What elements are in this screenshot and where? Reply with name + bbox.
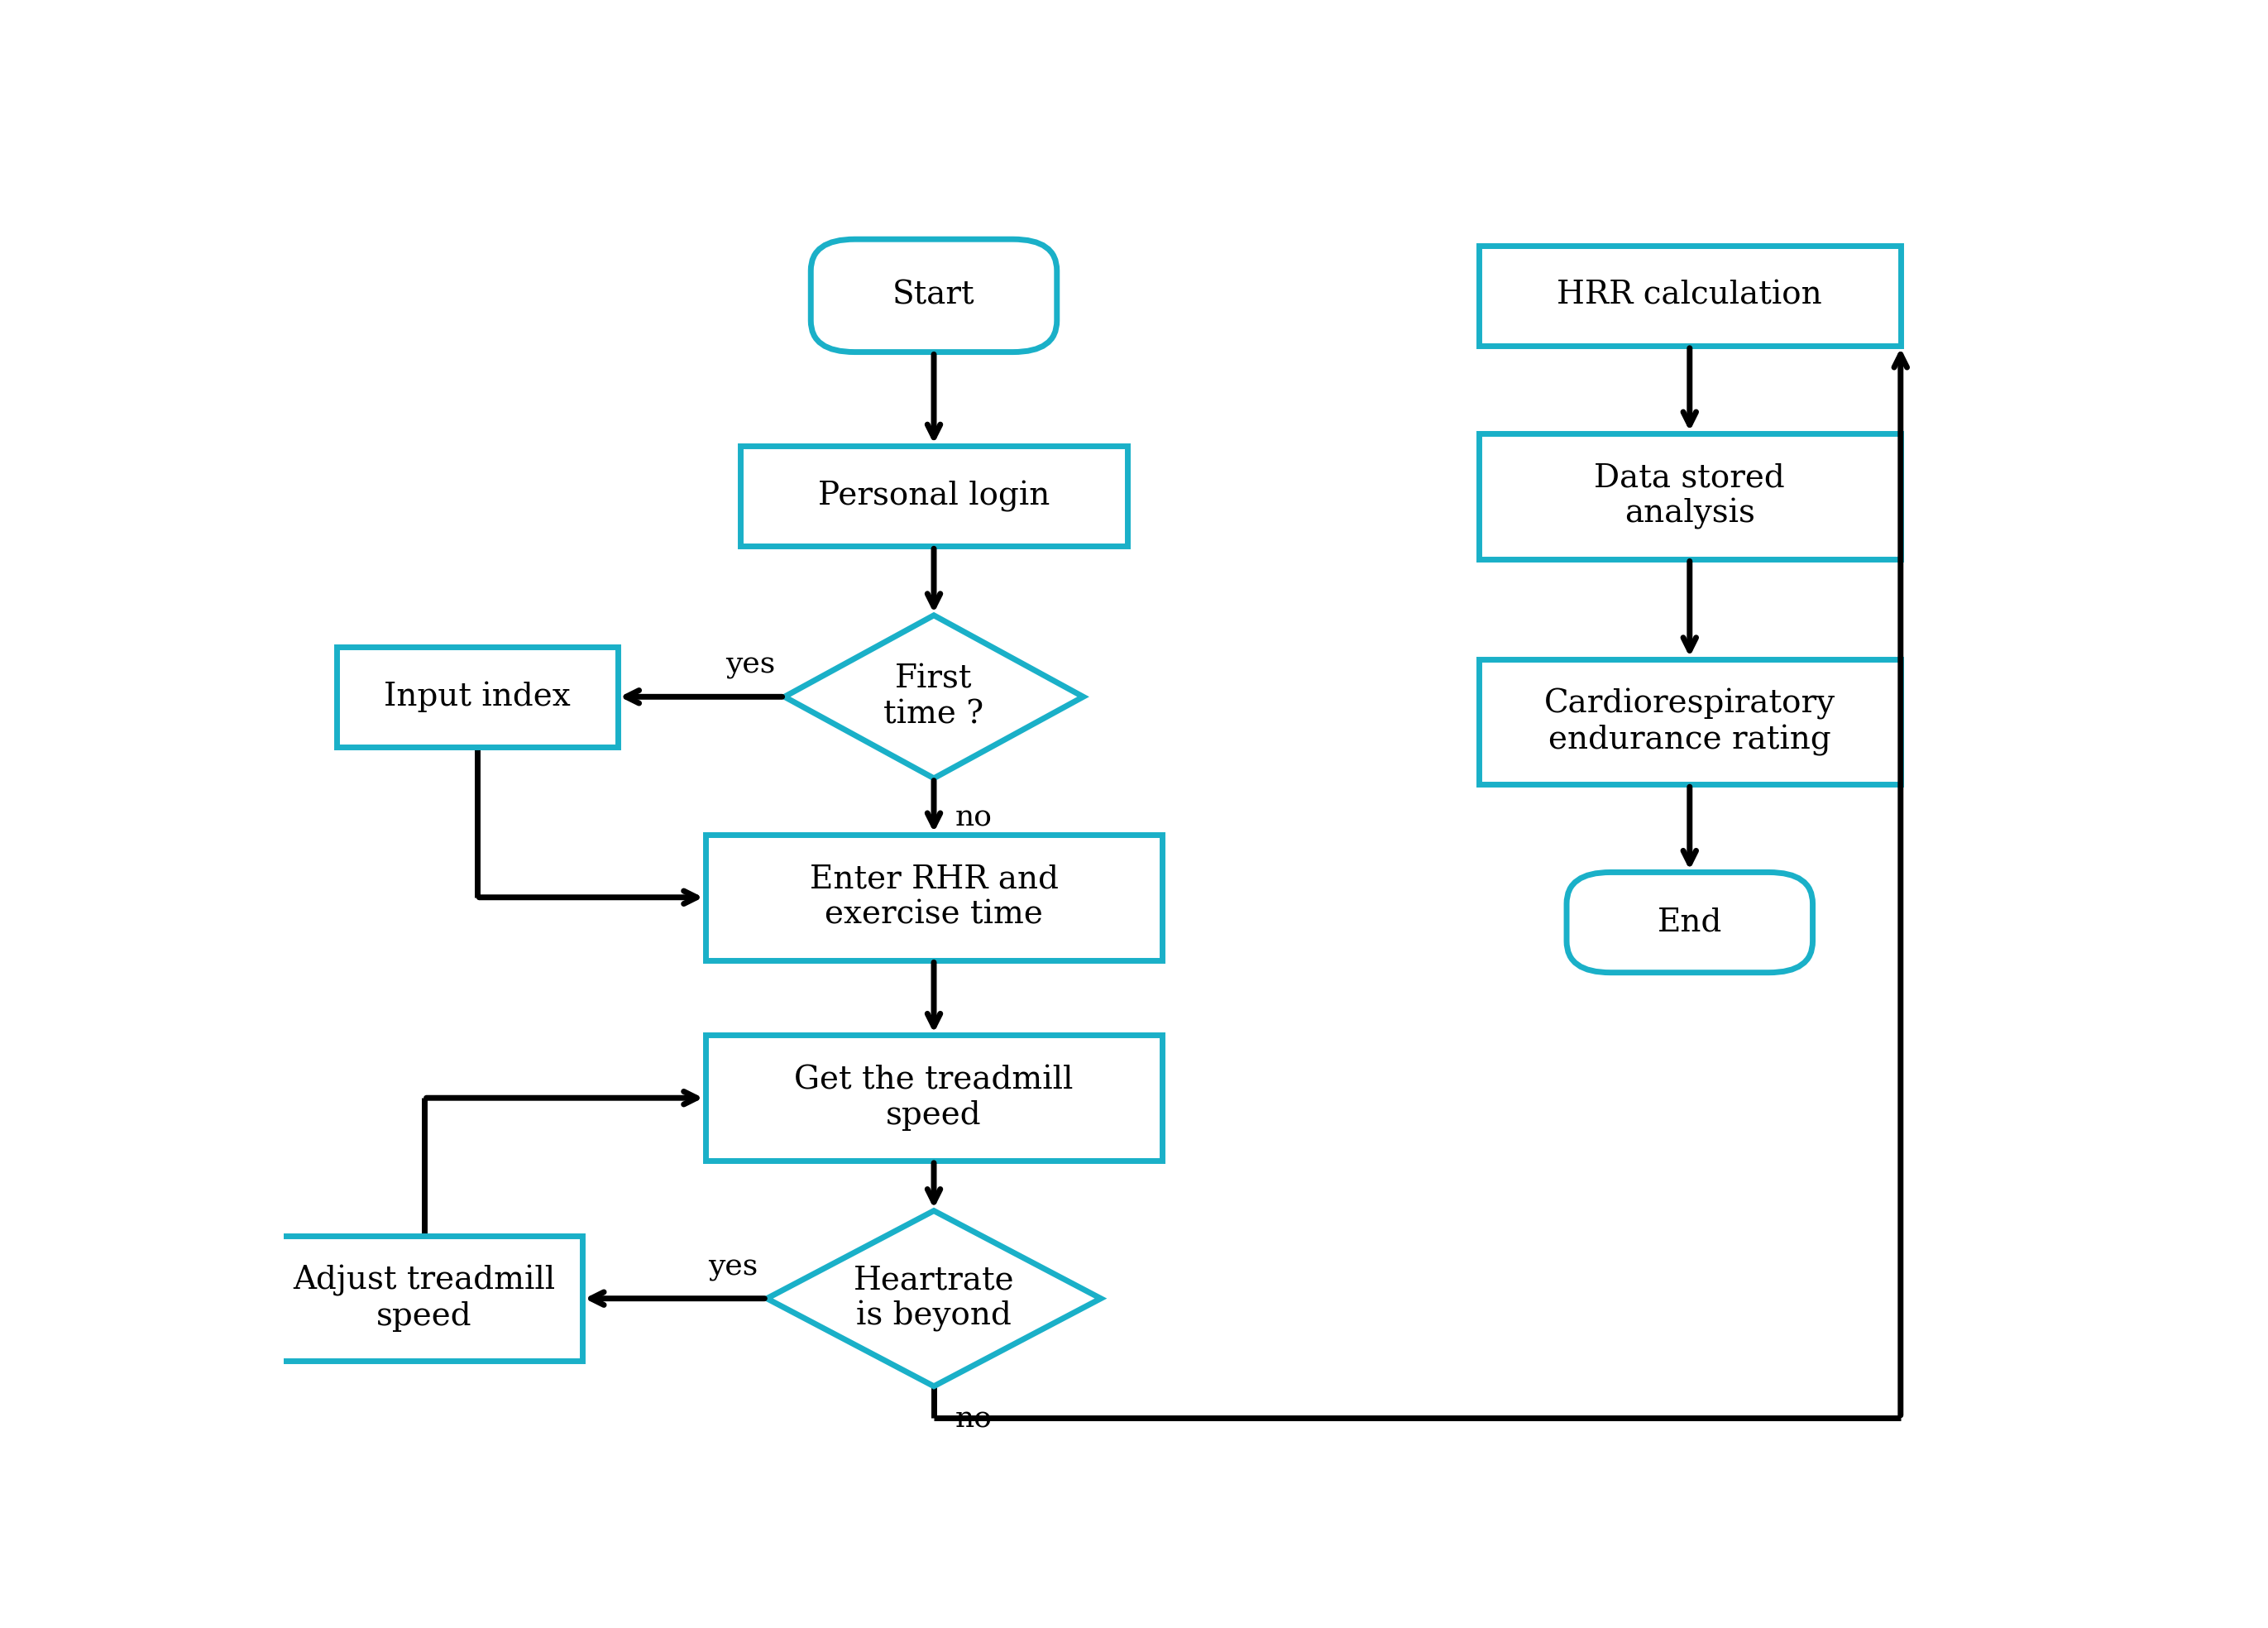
FancyBboxPatch shape bbox=[705, 1035, 1163, 1161]
Text: Start: Start bbox=[894, 280, 975, 311]
Text: Input index: Input index bbox=[383, 681, 569, 713]
FancyBboxPatch shape bbox=[705, 835, 1163, 961]
Text: no: no bbox=[955, 1405, 991, 1433]
Polygon shape bbox=[785, 615, 1084, 778]
Text: Data stored
analysis: Data stored analysis bbox=[1594, 462, 1785, 529]
Text: First
time ?: First time ? bbox=[885, 664, 984, 729]
Polygon shape bbox=[767, 1211, 1100, 1387]
FancyBboxPatch shape bbox=[336, 646, 617, 747]
FancyBboxPatch shape bbox=[812, 239, 1057, 352]
FancyBboxPatch shape bbox=[1479, 246, 1901, 345]
FancyBboxPatch shape bbox=[1479, 659, 1901, 785]
FancyBboxPatch shape bbox=[265, 1236, 583, 1361]
Text: End: End bbox=[1658, 907, 1721, 938]
Text: Cardiorespiratory
endurance rating: Cardiorespiratory endurance rating bbox=[1545, 689, 1835, 755]
Text: yes: yes bbox=[726, 651, 776, 679]
Text: Get the treadmill
speed: Get the treadmill speed bbox=[794, 1065, 1073, 1131]
Text: Personal login: Personal login bbox=[819, 480, 1050, 511]
Text: Heartrate
is beyond: Heartrate is beyond bbox=[853, 1265, 1014, 1332]
Text: HRR calculation: HRR calculation bbox=[1558, 280, 1821, 311]
Text: Enter RHR and
exercise time: Enter RHR and exercise time bbox=[810, 864, 1059, 930]
FancyBboxPatch shape bbox=[1479, 433, 1901, 558]
Text: Adjust treadmill
speed: Adjust treadmill speed bbox=[293, 1265, 556, 1332]
FancyBboxPatch shape bbox=[739, 446, 1127, 547]
FancyBboxPatch shape bbox=[1567, 873, 1812, 972]
Text: yes: yes bbox=[708, 1254, 758, 1281]
Text: no: no bbox=[955, 803, 991, 832]
